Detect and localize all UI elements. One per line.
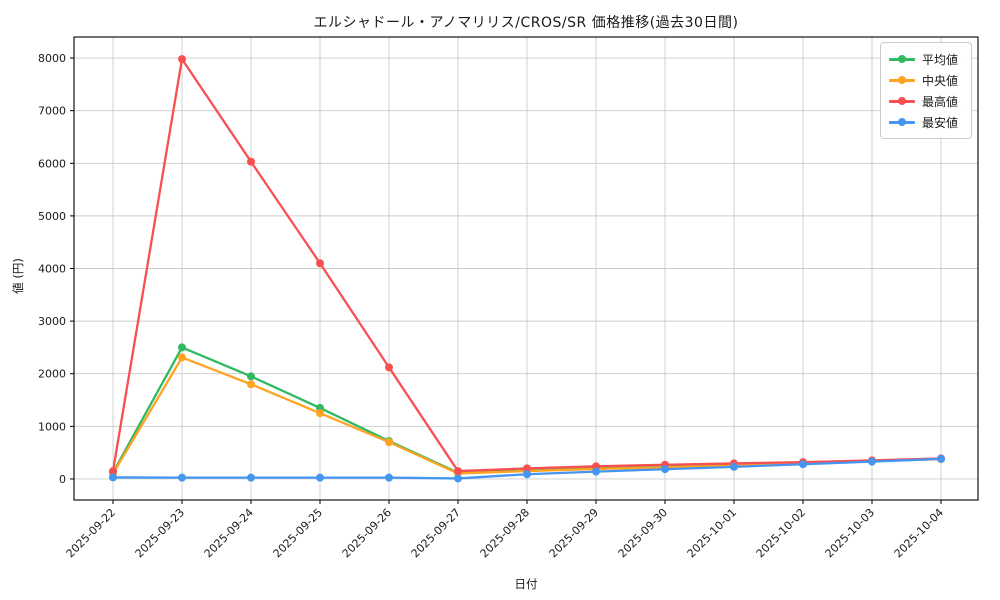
data-point [178, 473, 186, 482]
legend-line-swatch [889, 118, 915, 127]
x-tick-label: 2025-09-23 [133, 506, 187, 560]
data-point [799, 460, 807, 469]
data-point [385, 438, 393, 447]
y-axis-label: 値 (円) [11, 258, 25, 294]
data-point [247, 157, 255, 166]
x-tick-label: 2025-09-28 [478, 506, 532, 560]
data-point [178, 55, 186, 64]
x-tick-label: 2025-09-27 [409, 506, 463, 560]
data-point [937, 454, 945, 463]
x-tick-label: 2025-10-04 [892, 506, 946, 560]
data-point [316, 259, 324, 268]
x-tick-label: 2025-09-30 [616, 506, 670, 560]
data-point [316, 409, 324, 418]
y-tick-label: 0 [59, 473, 66, 486]
legend-item-3: 最安値 [889, 112, 963, 133]
x-tick-label: 2025-10-01 [685, 506, 739, 560]
x-tick-label: 2025-10-03 [823, 506, 877, 560]
data-point [385, 363, 393, 372]
legend-line-swatch [889, 55, 915, 64]
x-tick-label: 2025-09-29 [547, 506, 601, 560]
x-tick-label: 2025-09-24 [202, 506, 256, 560]
data-point [247, 473, 255, 482]
y-tick-label: 1000 [38, 420, 66, 433]
legend-label: 最高値 [922, 95, 959, 109]
data-point [316, 473, 324, 482]
legend-marker-icon [898, 55, 906, 64]
legend-marker-icon [898, 97, 906, 106]
data-point [661, 465, 669, 474]
y-tick-label: 4000 [38, 263, 66, 276]
legend-line-swatch [889, 97, 915, 106]
legend-item-1: 中央値 [889, 70, 963, 91]
legend-label: 中央値 [922, 74, 959, 88]
y-tick-label: 2000 [38, 368, 66, 381]
data-point [247, 372, 255, 381]
data-point [730, 462, 738, 471]
legend-item-0: 平均値 [889, 49, 963, 70]
x-tick-label: 2025-09-25 [271, 506, 325, 560]
x-tick-label: 2025-10-02 [754, 506, 808, 560]
y-tick-label: 8000 [38, 52, 66, 65]
data-point [454, 467, 462, 476]
y-tick-label: 3000 [38, 315, 66, 328]
data-point [109, 473, 117, 482]
data-point [868, 457, 876, 466]
x-tick-label: 2025-09-26 [340, 506, 394, 560]
y-tick-label: 7000 [38, 105, 66, 118]
chart-legend: 平均値中央値最高値最安値 [880, 42, 972, 139]
y-tick-label: 6000 [38, 157, 66, 170]
data-point [178, 353, 186, 362]
x-axis-label: 日付 [514, 577, 538, 591]
data-point [247, 380, 255, 389]
data-point [385, 473, 393, 482]
data-point [178, 343, 186, 352]
data-point [523, 470, 531, 479]
chart-title: エルシャドール・アノマリリス/CROS/SR 価格推移(過去30日間) [313, 15, 739, 31]
data-point [523, 464, 531, 473]
data-point [109, 467, 117, 476]
legend-marker-icon [898, 118, 906, 127]
data-point [454, 474, 462, 483]
legend-item-2: 最高値 [889, 91, 963, 112]
legend-marker-icon [898, 76, 906, 85]
legend-label: 平均値 [922, 53, 959, 67]
x-tick-label: 2025-09-22 [64, 506, 118, 560]
y-tick-label: 5000 [38, 210, 66, 223]
legend-label: 最安値 [922, 116, 959, 130]
legend-line-swatch [889, 76, 915, 85]
data-point [592, 467, 600, 476]
